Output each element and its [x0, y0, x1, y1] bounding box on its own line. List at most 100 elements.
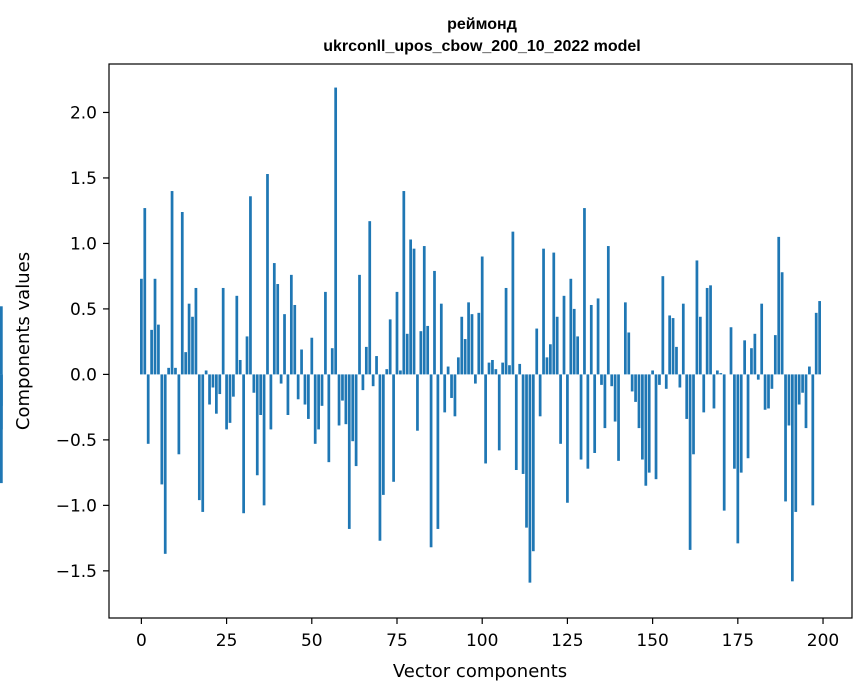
x-axis-ticks: 0 25 50 75 100 125 150 175 200: [136, 618, 839, 651]
bar-12: [180, 212, 184, 375]
bar-178: [746, 374, 750, 459]
bar-123: [559, 374, 562, 444]
chart-title: реймонд: [447, 16, 517, 33]
bar-129: [579, 374, 583, 460]
bar-152: [658, 374, 661, 385]
bar-84: [426, 325, 430, 375]
bar-73: [388, 319, 392, 375]
bar-190: [787, 374, 791, 426]
y-axis-ticks: −1.5 −1.0 −0.5 0.0 0.5 1.0 1.5 2.0: [56, 103, 109, 582]
bar-180: [753, 333, 757, 375]
bar-150: [651, 370, 654, 375]
bar-60: [344, 374, 348, 425]
bar-109: [511, 231, 515, 375]
bar-134: [596, 298, 600, 375]
bar-195: [804, 374, 808, 429]
plot-frame: [108, 63, 853, 619]
bar-175: [736, 374, 740, 544]
bar-24: [221, 287, 225, 375]
bar-146: [637, 374, 641, 429]
bar-177: [743, 340, 747, 375]
bar-147: [641, 374, 644, 460]
bar-76: [399, 370, 402, 375]
bar-183: [763, 374, 767, 410]
bar-163: [695, 260, 699, 375]
bar-124: [562, 295, 566, 375]
bar-34: [255, 374, 259, 476]
bar-46: [296, 374, 300, 400]
bar-38: [269, 374, 273, 430]
bar-115: [531, 374, 535, 552]
bar-151: [654, 374, 658, 480]
x-tick-label: 0: [136, 631, 147, 651]
bar-194: [801, 374, 804, 393]
bar-98: [474, 374, 477, 384]
bar-169: [716, 370, 719, 375]
bar-65: [361, 374, 365, 391]
bar-78: [405, 333, 409, 375]
bar-13: [184, 352, 188, 375]
bar-148: [644, 374, 648, 486]
bar-114: [528, 374, 532, 583]
bar-153: [661, 276, 665, 375]
bar-133: [593, 374, 597, 453]
bar-74: [392, 374, 395, 482]
bar-170: [719, 373, 723, 375]
y-tick-label: −0.5: [56, 431, 97, 451]
x-tick-label: 50: [301, 631, 323, 651]
bar-1: [143, 208, 147, 375]
bar-182: [760, 303, 764, 375]
bar-14: [187, 303, 191, 375]
bar-87: [436, 374, 440, 529]
bar-47: [300, 349, 303, 375]
bars-group: [0, 87, 821, 583]
bar-53: [320, 374, 324, 406]
bar-50: [310, 337, 314, 375]
bar-18: [201, 374, 205, 512]
bar-43: [286, 374, 290, 415]
bar-66: [364, 346, 368, 375]
bar-16: [194, 287, 198, 375]
bar-7: [163, 374, 167, 554]
bar-93: [456, 357, 460, 375]
bar-71: [382, 374, 385, 495]
bar-41: [279, 374, 283, 384]
bar-120: [549, 344, 552, 375]
bar-22: [215, 374, 218, 414]
bar-192: [794, 374, 798, 512]
bar-137: [606, 246, 610, 375]
bar-58: [337, 374, 341, 426]
bar-132: [589, 304, 593, 375]
bar-119: [545, 357, 549, 375]
bar-131: [586, 374, 590, 469]
bar-57: [334, 87, 338, 375]
bar-185: [770, 374, 774, 389]
bar-55: [327, 374, 331, 463]
bar-21: [211, 374, 215, 388]
bar-49: [307, 374, 310, 419]
bar-135: [600, 374, 603, 385]
bar-188: [780, 272, 784, 375]
bar-89: [443, 374, 447, 413]
bar-64: [358, 274, 361, 375]
bar-167: [709, 285, 712, 375]
bar-32: [249, 196, 252, 375]
bar-197: [811, 374, 815, 506]
bar-82: [419, 331, 423, 375]
bar-39: [272, 263, 276, 375]
bar-28: [235, 295, 239, 375]
bar-121: [552, 252, 556, 375]
bar-144: [630, 374, 634, 392]
x-tick-label: 200: [807, 631, 839, 651]
bar-10: [174, 367, 177, 375]
bar-184: [767, 374, 770, 409]
bar-20: [208, 374, 211, 405]
bar-127: [572, 308, 576, 375]
bar-25: [225, 374, 228, 430]
bar-113: [525, 374, 528, 528]
bar-6: [160, 374, 164, 485]
bar-130: [583, 208, 586, 375]
bar-56: [330, 348, 334, 375]
bar-27: [232, 374, 235, 397]
bar-90: [446, 366, 450, 375]
